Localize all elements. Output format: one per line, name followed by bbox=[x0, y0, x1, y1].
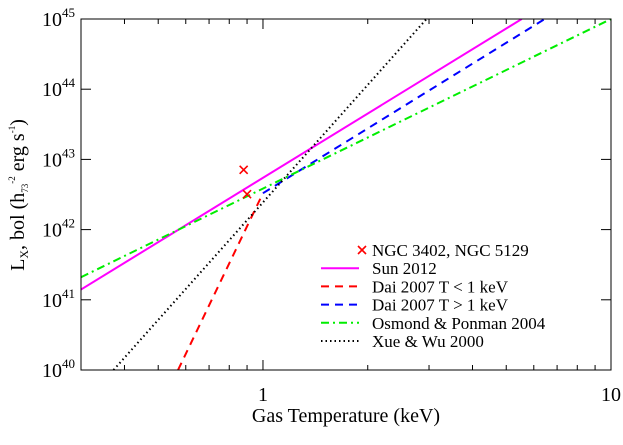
data-point-1 bbox=[242, 189, 252, 199]
legend-marker-points-stroke bbox=[357, 245, 367, 255]
y-tick-base: 10 bbox=[42, 220, 62, 242]
y-axis-label: LX, bol (h73-2 erg s-1) bbox=[7, 119, 31, 271]
plot-frame bbox=[80, 18, 612, 371]
y-tick-base: 10 bbox=[42, 360, 62, 382]
legend-marker-points bbox=[357, 245, 367, 255]
y-tick-base: 10 bbox=[42, 79, 62, 101]
series-line-3 bbox=[81, 19, 611, 279]
y-tick-base: 10 bbox=[42, 9, 62, 31]
legend-label-1: Dai 2007 T < 1 keV bbox=[372, 277, 509, 296]
y-tick-exp: 43 bbox=[62, 145, 75, 160]
series-line-4 bbox=[112, 19, 428, 370]
y-tick-label: 1042 bbox=[42, 216, 75, 242]
y-tick-exp: 42 bbox=[62, 216, 75, 231]
legend-label-3: Osmond & Ponman 2004 bbox=[372, 314, 546, 333]
series-line-2 bbox=[262, 19, 546, 195]
y-tick-label: 1040 bbox=[42, 356, 75, 382]
y-tick-exp: 45 bbox=[62, 5, 75, 20]
legend-label-2: Dai 2007 T > 1 keV bbox=[372, 296, 509, 315]
y-tick-base: 10 bbox=[42, 149, 62, 171]
data-point-0 bbox=[239, 165, 249, 175]
y-tick-label: 1045 bbox=[42, 5, 75, 31]
x-tick-label: 10 bbox=[601, 384, 621, 406]
y-tick-label: 1044 bbox=[42, 75, 76, 101]
series-line-0 bbox=[81, 19, 523, 291]
data-point-1-stroke bbox=[242, 189, 252, 199]
legend-label-points: NGC 3402, NGC 5129 bbox=[372, 241, 529, 260]
data-point-0-stroke bbox=[239, 165, 249, 175]
y-tick-exp: 40 bbox=[62, 356, 75, 371]
y-tick-base: 10 bbox=[42, 290, 62, 312]
y-tick-label: 1043 bbox=[42, 145, 75, 171]
x-axis-label: Gas Temperature (keV) bbox=[252, 405, 440, 427]
plot-marks bbox=[81, 19, 611, 370]
legend-label-0: Sun 2012 bbox=[372, 259, 437, 278]
legend-label-4: Xue & Wu 2000 bbox=[372, 332, 484, 351]
y-tick-exp: 41 bbox=[62, 286, 75, 301]
y-tick-exp: 44 bbox=[62, 75, 76, 90]
y-tick-label: 1041 bbox=[42, 286, 75, 312]
x-tick-label: 1 bbox=[258, 384, 268, 406]
series-line-1 bbox=[177, 192, 264, 370]
